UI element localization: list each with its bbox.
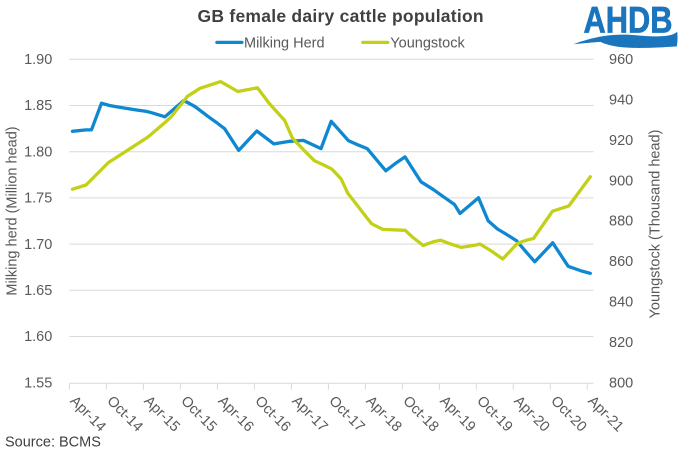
- svg-text:880: 880: [609, 214, 633, 230]
- svg-text:Oct-16: Oct-16: [252, 393, 294, 435]
- svg-text:Apr-18: Apr-18: [363, 393, 405, 435]
- svg-text:840: 840: [609, 295, 633, 311]
- svg-text:1.65: 1.65: [24, 283, 52, 299]
- svg-text:Oct-15: Oct-15: [178, 393, 220, 435]
- svg-text:Apr-20: Apr-20: [510, 393, 552, 435]
- svg-text:Milking herd (Million head): Milking herd (Million head): [5, 126, 21, 295]
- svg-text:Apr-14: Apr-14: [67, 393, 109, 435]
- svg-text:1.85: 1.85: [24, 98, 52, 114]
- svg-text:Youngstock: Youngstock: [390, 35, 465, 51]
- svg-text:960: 960: [609, 52, 633, 68]
- svg-text:Milking Herd: Milking Herd: [244, 35, 325, 51]
- svg-text:1.55: 1.55: [24, 375, 52, 391]
- svg-text:Apr-15: Apr-15: [141, 393, 183, 435]
- svg-text:1.90: 1.90: [24, 52, 52, 68]
- svg-text:860: 860: [609, 254, 633, 270]
- svg-text:Oct-18: Oct-18: [400, 393, 442, 435]
- svg-text:1.70: 1.70: [24, 237, 52, 253]
- svg-text:920: 920: [609, 133, 633, 149]
- svg-text:GB female dairy cattle populat: GB female dairy cattle population: [198, 6, 484, 26]
- svg-text:820: 820: [609, 335, 633, 351]
- svg-text:Apr-19: Apr-19: [436, 393, 478, 435]
- svg-text:Apr-17: Apr-17: [289, 393, 331, 435]
- svg-text:Oct-20: Oct-20: [547, 393, 589, 435]
- svg-text:1.80: 1.80: [24, 144, 52, 160]
- svg-text:Oct-17: Oct-17: [326, 393, 368, 435]
- svg-text:1.60: 1.60: [24, 329, 52, 345]
- svg-text:Youngstock (Thousand head): Youngstock (Thousand head): [648, 130, 664, 319]
- svg-text:Source: BCMS: Source: BCMS: [5, 435, 101, 451]
- svg-text:Apr-21: Apr-21: [584, 393, 626, 435]
- svg-text:800: 800: [609, 375, 633, 391]
- svg-text:Oct-19: Oct-19: [473, 393, 515, 435]
- svg-text:1.75: 1.75: [24, 191, 52, 207]
- svg-text:940: 940: [609, 92, 633, 108]
- svg-text:AHDB: AHDB: [584, 0, 673, 41]
- svg-text:900: 900: [609, 173, 633, 189]
- svg-text:Oct-14: Oct-14: [104, 393, 146, 435]
- svg-text:Apr-16: Apr-16: [215, 393, 257, 435]
